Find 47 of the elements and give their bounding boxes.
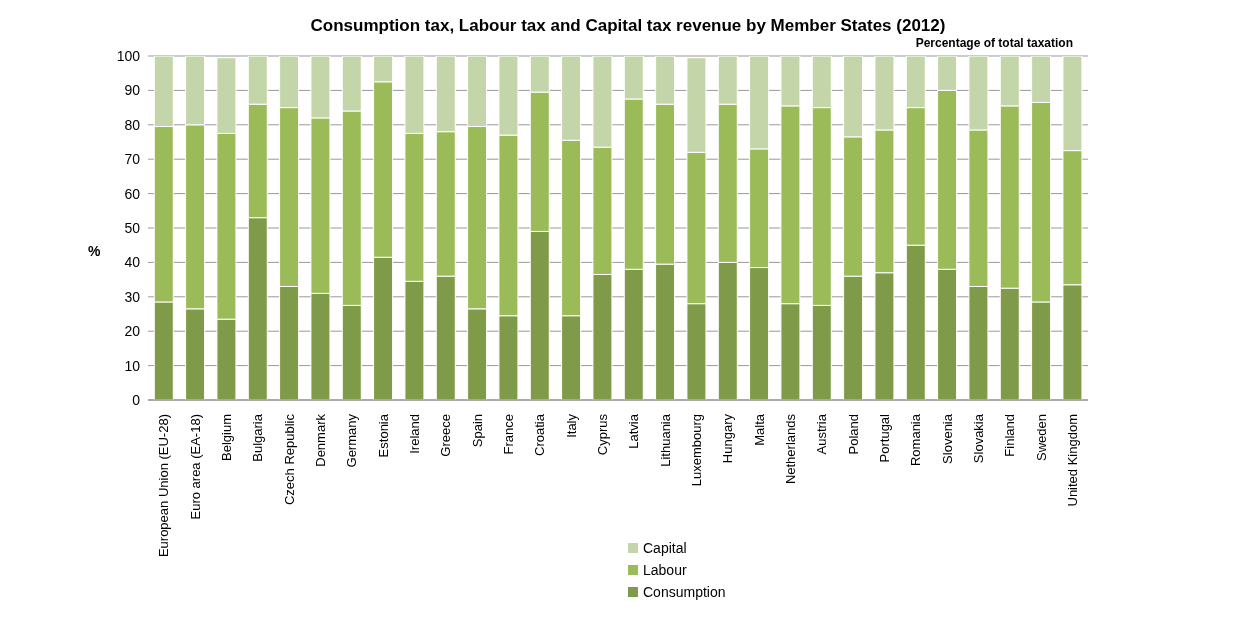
y-tick-label: 30 xyxy=(124,288,141,305)
x-tick-label: Hungary xyxy=(720,413,736,464)
chart-title: Consumption tax, Labour tax and Capital tax revenue by Member States (2012) xyxy=(309,15,947,36)
x-tick-label: Greece xyxy=(438,414,454,457)
x-tick-label: Portugal xyxy=(876,413,892,463)
x-tick-label: Austria xyxy=(814,413,830,455)
x-tick-label: Finland xyxy=(1002,414,1018,457)
x-tick-label: Romania xyxy=(908,413,924,467)
y-tick-label: 0 xyxy=(132,391,141,408)
chart-subtitle: Percentage of total taxation xyxy=(915,36,1073,50)
x-tick-label: Italy xyxy=(563,413,579,438)
legend-label: Labour xyxy=(643,562,687,578)
x-tick-label: Lithuania xyxy=(657,413,673,467)
y-tick-label: 100 xyxy=(116,47,141,64)
y-tick-label: 90 xyxy=(124,82,141,99)
x-tick-label: Sweden xyxy=(1033,414,1049,461)
x-tick-label: Euro area (EA-18) xyxy=(187,414,203,520)
x-tick-label: Slovenia xyxy=(939,413,955,464)
x-tick-label: Spain xyxy=(469,414,485,448)
y-tick-label: 40 xyxy=(124,254,141,271)
x-tick-label: Czech Republic xyxy=(281,413,297,506)
y-tick-label: 20 xyxy=(124,323,141,340)
x-tick-label: Slovakia xyxy=(970,413,986,464)
x-tick-label: Latvia xyxy=(626,413,642,449)
y-tick-label: 10 xyxy=(124,357,141,374)
x-tick-label: Denmark xyxy=(312,413,328,467)
legend-label: Capital xyxy=(643,540,687,556)
y-tick-label: 50 xyxy=(124,219,141,236)
y-tick-label: 80 xyxy=(124,116,141,133)
x-tick-label: Estonia xyxy=(375,413,391,458)
x-tick-label: France xyxy=(500,414,516,455)
y-tick-label: 70 xyxy=(124,151,141,168)
x-tick-label: Croatia xyxy=(532,413,548,456)
y-tick-label: 60 xyxy=(124,185,141,202)
x-tick-label: United Kingdom xyxy=(1064,414,1080,507)
x-tick-label: Netherlands xyxy=(782,413,798,485)
x-tick-label: Luxembourg xyxy=(688,414,704,487)
x-tick-label: Malta xyxy=(751,413,767,446)
x-tick-label: Cyprus xyxy=(594,413,610,456)
x-tick-label: Poland xyxy=(845,414,861,455)
x-tick-label: Bulgaria xyxy=(250,413,266,462)
x-tick-label: Germany xyxy=(344,413,360,468)
x-tick-label: European Union (EU-28) xyxy=(156,414,172,558)
legend-label: Consumption xyxy=(643,584,726,600)
y-axis-title: % xyxy=(88,243,101,259)
x-tick-label: Ireland xyxy=(406,414,422,454)
x-tick-label: Belgium xyxy=(218,414,234,461)
